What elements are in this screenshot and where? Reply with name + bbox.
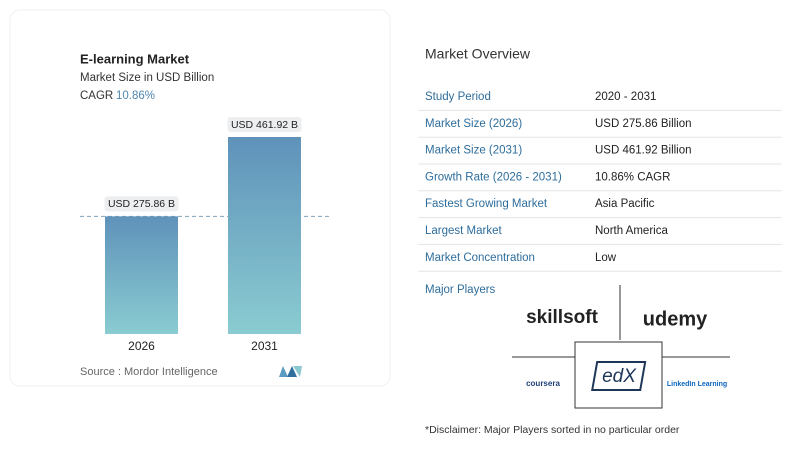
players-title: Major Players	[425, 284, 496, 296]
value-label: USD 461.92 B	[231, 119, 298, 131]
value-label-bg	[104, 196, 179, 212]
overview-value: USD 275.86 Billion	[595, 118, 692, 130]
overview-label: Fastest Growing Market	[425, 198, 548, 210]
overview-value: Asia Pacific	[595, 198, 655, 210]
logo-skillsoft: skillsoft	[526, 307, 598, 328]
overview-value: USD 461.92 Billion	[595, 145, 692, 157]
source-logo	[279, 366, 302, 377]
value-label-bg	[227, 117, 302, 132]
overview-label: Market Size (2026)	[425, 118, 522, 130]
overview-value: Low	[595, 252, 617, 264]
logo-box	[574, 341, 663, 409]
disclaimer: *Disclaimer: Major Players sorted in no …	[425, 424, 680, 436]
source: Source : Mordor Intelligence	[80, 366, 218, 378]
overview-label: Growth Rate (2026 - 2031)	[425, 171, 562, 183]
cagr-value: 10.86%	[116, 90, 155, 102]
bar	[228, 137, 301, 334]
overview-label: Market Concentration	[425, 252, 535, 264]
overview-value: 10.86% CAGR	[595, 171, 670, 183]
bar	[105, 216, 178, 334]
logo-linkedin: LinkedIn Learning	[667, 381, 727, 388]
overview-label: Largest Market	[425, 225, 503, 237]
value-label: USD 275.86 B	[108, 198, 175, 210]
x-tick-label: 2031	[251, 339, 278, 353]
logo-coursera: coursera	[526, 379, 560, 388]
logo-edx: edX	[602, 366, 637, 387]
overview-value: 2020 - 2031	[595, 91, 656, 103]
chart-title: E-learning Market	[80, 51, 190, 66]
overview-value: North America	[595, 225, 668, 237]
chart-subtitle: Market Size in USD Billion	[80, 72, 214, 84]
cagr-label: CAGR	[80, 90, 113, 102]
chart-card	[9, 9, 391, 387]
logo-edx-frame	[591, 361, 647, 391]
overview-label: Market Size (2031)	[425, 145, 522, 157]
overview-label: Study Period	[425, 91, 491, 103]
overview-title: Market Overview	[425, 46, 531, 62]
x-tick-label: 2026	[128, 339, 155, 353]
logo-udemy: udemy	[643, 308, 708, 330]
